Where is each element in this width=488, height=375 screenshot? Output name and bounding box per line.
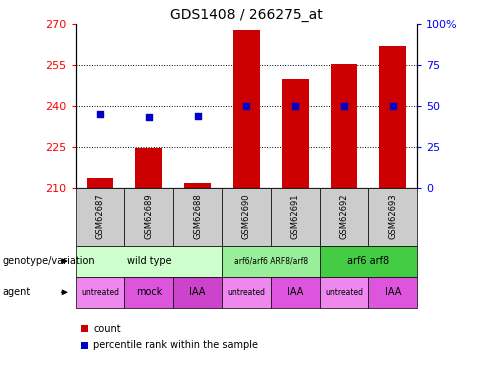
Bar xyxy=(233,30,260,188)
Point xyxy=(96,111,104,117)
Text: wild type: wild type xyxy=(126,256,171,266)
Point xyxy=(194,113,202,119)
Text: arf6/arf6 ARF8/arf8: arf6/arf6 ARF8/arf8 xyxy=(234,257,308,266)
Text: GSM62691: GSM62691 xyxy=(291,194,300,239)
Text: GSM62689: GSM62689 xyxy=(144,194,153,239)
Point xyxy=(340,103,348,109)
Bar xyxy=(380,46,407,188)
Text: count: count xyxy=(93,324,121,333)
Point xyxy=(243,103,250,109)
Point xyxy=(145,114,153,120)
Bar xyxy=(184,183,211,188)
Text: GSM62687: GSM62687 xyxy=(96,194,104,240)
Point xyxy=(291,103,299,109)
Text: percentile rank within the sample: percentile rank within the sample xyxy=(93,340,258,350)
Text: IAA: IAA xyxy=(189,287,206,297)
Text: GSM62690: GSM62690 xyxy=(242,194,251,239)
Text: untreated: untreated xyxy=(81,288,119,297)
Point xyxy=(389,103,397,109)
Text: arf6 arf8: arf6 arf8 xyxy=(347,256,389,266)
Bar xyxy=(136,148,163,188)
Text: untreated: untreated xyxy=(227,288,265,297)
Text: GSM62693: GSM62693 xyxy=(388,194,397,239)
Text: agent: agent xyxy=(2,287,31,297)
Text: GSM62692: GSM62692 xyxy=(340,194,348,239)
Text: genotype/variation: genotype/variation xyxy=(2,256,95,266)
Text: mock: mock xyxy=(136,287,162,297)
Text: IAA: IAA xyxy=(287,287,304,297)
Title: GDS1408 / 266275_at: GDS1408 / 266275_at xyxy=(170,8,323,22)
Bar xyxy=(331,64,358,188)
Text: GSM62688: GSM62688 xyxy=(193,194,202,240)
Bar xyxy=(87,178,114,188)
Bar xyxy=(282,79,309,188)
Text: untreated: untreated xyxy=(325,288,363,297)
Text: IAA: IAA xyxy=(385,287,401,297)
